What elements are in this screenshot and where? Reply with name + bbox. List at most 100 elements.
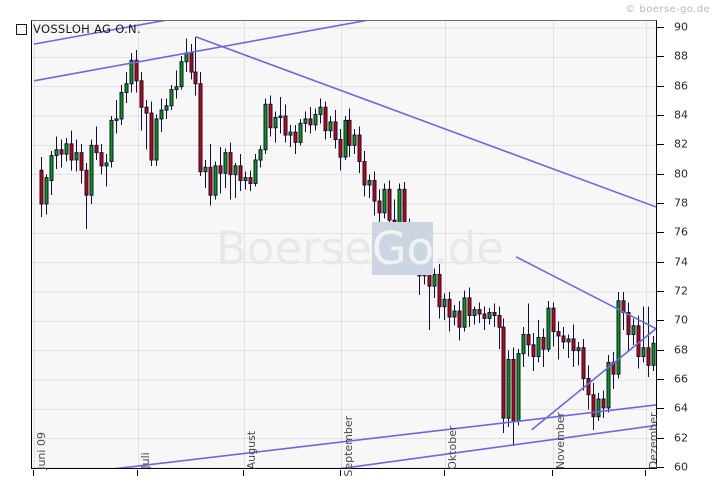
candle-body <box>44 177 49 205</box>
y-axis-label: 82 <box>674 137 688 151</box>
candle-body <box>323 106 328 132</box>
candle-body <box>218 165 223 174</box>
candle-body <box>94 144 99 154</box>
y-axis-label: 70 <box>674 313 688 327</box>
candle-body <box>208 166 213 196</box>
candle-body <box>447 298 452 318</box>
candle-body <box>328 121 333 132</box>
candle-body <box>497 314 502 328</box>
candle-body <box>526 334 531 346</box>
support-channel-upper <box>114 404 656 468</box>
candle-body <box>551 307 556 333</box>
candle-body <box>164 105 169 111</box>
candle-body <box>382 188 387 214</box>
candle-body <box>437 273 442 308</box>
y-axis-label: 62 <box>674 431 688 445</box>
checkbox-empty-icon[interactable] <box>16 23 27 35</box>
y-axis-tick <box>657 408 664 410</box>
candle-body <box>203 166 208 173</box>
y-axis-label: 84 <box>674 108 688 122</box>
candle-body <box>571 338 576 352</box>
candle-body <box>283 115 288 136</box>
y-axis-tick <box>657 467 664 468</box>
candle-body <box>238 165 243 182</box>
candle-body <box>452 310 457 318</box>
candle-body <box>561 335 566 343</box>
candle-body <box>616 300 621 375</box>
candle-body <box>248 177 253 184</box>
candle-body <box>343 119 348 158</box>
wedge-upper-line <box>515 256 656 330</box>
candle-body <box>626 312 631 336</box>
candle-body <box>228 152 233 176</box>
candle-body <box>477 309 482 315</box>
candle-body <box>154 118 159 161</box>
candle-body <box>79 152 84 171</box>
y-axis: 90 88 86 84 82 80 78 76 74 72 70 68 66 64 62 60 <box>657 20 720 474</box>
y-axis-tick <box>657 56 664 58</box>
candle-body <box>556 331 561 337</box>
candle-body <box>89 144 94 196</box>
y-axis-label: 78 <box>674 196 688 210</box>
candle-body <box>144 106 149 114</box>
candle-body <box>223 152 228 174</box>
candle-body <box>606 361 611 409</box>
candle-body <box>338 138 343 158</box>
candle-body <box>59 149 64 155</box>
lower-rising-channel-line <box>33 21 368 82</box>
candle-body <box>54 149 59 157</box>
x-axis-tick <box>137 470 138 476</box>
y-axis-label: 88 <box>674 49 688 63</box>
candle-body <box>586 378 591 396</box>
candle-body <box>298 122 303 143</box>
candle-body <box>432 273 437 287</box>
x-axis-tick <box>33 470 34 476</box>
y-axis-tick <box>657 379 664 380</box>
candle-body <box>442 298 447 308</box>
candle-body <box>174 86 179 91</box>
x-axis-label: August <box>244 430 258 470</box>
candle-body <box>387 188 392 221</box>
wedge-lower-line <box>531 328 656 431</box>
candle-body <box>536 336 541 358</box>
upper-rising-channel-line <box>33 21 166 45</box>
y-axis-label: 86 <box>674 79 688 93</box>
candle-body <box>581 347 586 380</box>
x-axis-tick <box>243 470 244 476</box>
y-axis-tick <box>657 232 664 234</box>
copyright-watermark: © boerse-go.de <box>625 4 710 15</box>
x-axis-tick <box>552 470 553 476</box>
candle-body <box>119 92 124 120</box>
candle-body <box>114 118 119 121</box>
y-axis-label: 76 <box>674 225 688 239</box>
x-axis-tick <box>444 470 445 476</box>
candle-body <box>487 312 492 319</box>
candle-body <box>233 165 238 176</box>
candle-body <box>631 325 636 336</box>
candle-body <box>213 165 218 196</box>
candle-body <box>313 114 318 126</box>
candle-body <box>268 103 273 129</box>
trendline-overlay <box>33 21 656 468</box>
candle-body <box>159 109 164 120</box>
y-axis-tick <box>657 349 664 351</box>
candle-body <box>303 118 308 124</box>
chart-plot-area[interactable] <box>31 20 657 469</box>
candle-body <box>198 83 203 173</box>
y-axis-tick <box>657 144 664 146</box>
candle-body <box>333 121 338 140</box>
candle-body <box>258 149 263 161</box>
y-axis-tick <box>657 203 664 204</box>
candle-body <box>506 358 511 419</box>
x-axis-label: Juni 09 <box>35 431 48 470</box>
candle-body <box>521 334 526 355</box>
x-axis-label: November <box>553 412 567 470</box>
candle-body <box>99 152 104 167</box>
candle-body <box>546 307 551 350</box>
candle-body <box>129 59 134 85</box>
candle-body <box>492 312 497 316</box>
candle-body <box>273 116 278 129</box>
y-axis-tick <box>657 173 664 175</box>
y-axis-label: 80 <box>674 167 688 181</box>
